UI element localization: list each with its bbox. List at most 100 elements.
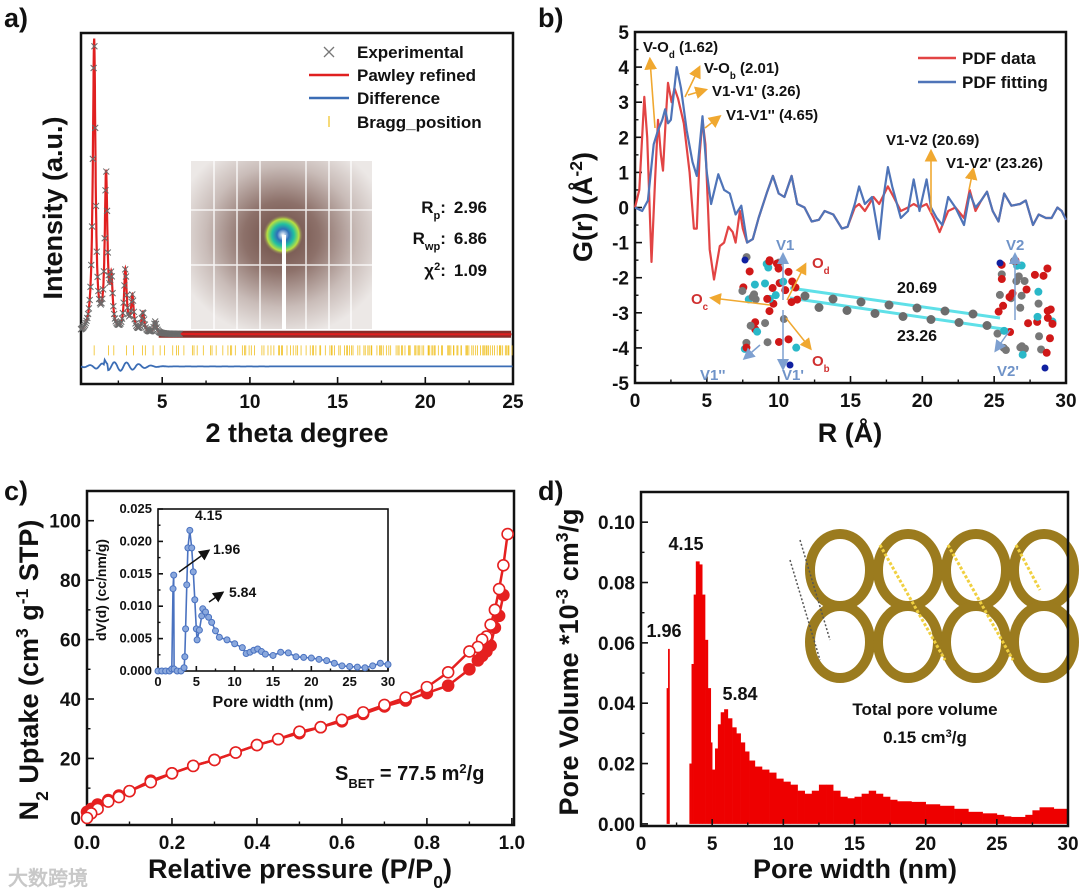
carbon-atom: [884, 300, 894, 310]
framework-linker: [1014, 544, 1042, 591]
pdf-fitting-line: [634, 66, 1067, 244]
y-axis-title-part: cm: [554, 542, 584, 589]
histogram-bar: [712, 769, 716, 824]
legend-label: Pawley refined: [357, 66, 476, 85]
oxygen-arrow: [709, 293, 771, 306]
y-axis-title-part: STP): [14, 520, 44, 589]
y-tick-label: -2: [612, 269, 629, 290]
inset-psd-point: [223, 636, 231, 644]
inset-psd-point: [238, 644, 246, 652]
x-tick-label: 0: [630, 391, 641, 412]
atom: [787, 298, 796, 307]
atom: [761, 319, 770, 328]
carbon-atom: [800, 291, 810, 301]
histogram-bar: [854, 796, 862, 824]
desorption-point: [497, 558, 510, 572]
vanadium-label: V1': [782, 367, 804, 384]
histogram-bar: [783, 781, 791, 824]
peak-annotation: V-Ob (2.01): [704, 60, 779, 82]
atom: [742, 343, 751, 352]
framework-ring: [805, 529, 875, 611]
framework-ring: [805, 601, 875, 683]
y-axis-title: G(r) (Å-2): [566, 152, 598, 262]
atom: [1016, 303, 1025, 312]
adsorption-point: [463, 662, 476, 676]
oxygen-label-part: c: [703, 302, 709, 313]
histogram-bar: [691, 663, 694, 824]
total-pore-volume-value-part: 0.15 cm: [883, 728, 945, 747]
peak-annotation-part: V1-V1'' (4.65): [726, 107, 818, 124]
inset-psd-point: [261, 650, 269, 658]
oxygen-label: Od: [812, 255, 830, 277]
y-axis-title-part: -2: [566, 161, 586, 177]
x-tick-label: 20: [304, 674, 318, 689]
x-tick-label: 0: [154, 674, 161, 689]
atom: [1035, 332, 1044, 341]
desorption-point: [186, 759, 200, 773]
histogram-bar: [761, 769, 770, 824]
carbon-atom: [940, 306, 950, 316]
desorption-point: [335, 713, 349, 727]
histogram-bar: [707, 688, 712, 824]
carbon-atom: [842, 306, 852, 315]
desorption-point: [293, 725, 306, 738]
histogram-bar: [811, 790, 820, 824]
histogram-bar: [818, 784, 827, 824]
experimental-point: [95, 287, 102, 295]
inset-psd-point: [183, 581, 191, 589]
atom: [784, 335, 793, 344]
histogram-bar: [939, 805, 955, 824]
experimental-point: [176, 330, 184, 338]
panel-label-b: b): [538, 3, 563, 33]
atom: [745, 267, 754, 276]
inset-psd-point: [330, 659, 338, 667]
desorption-point: [123, 784, 136, 798]
stat-symbol: χ: [424, 261, 434, 280]
desorption-point: [250, 738, 264, 752]
peak-annotation-part: b: [730, 71, 736, 82]
stat-value: 2.96: [454, 198, 487, 217]
desorption-point: [208, 753, 221, 767]
carbon-atom: [912, 303, 922, 313]
peak-annotation: V-Od (1.62): [643, 39, 718, 61]
framework-linker: [799, 539, 831, 641]
peak-annotation: V1-V2' (23.26): [946, 155, 1043, 172]
carbon-atom: [856, 297, 866, 307]
histogram-bar: [695, 561, 700, 824]
histogram-bar: [769, 772, 777, 824]
bet-surface-area-part: S: [335, 763, 348, 785]
histogram-bar: [882, 796, 891, 824]
oxygen-label-part: O: [812, 255, 824, 272]
stat-subscript: p: [433, 210, 440, 222]
annotation-arrow: [178, 549, 211, 573]
stat-subscript: 2: [434, 261, 440, 273]
plot-frame: [79, 31, 515, 386]
atom: [1020, 276, 1029, 285]
y-tick-label: 0.000: [119, 663, 152, 678]
x-axis-title: R (Å): [818, 417, 882, 448]
y-tick-label: 0.010: [119, 598, 152, 613]
histogram-bar: [702, 594, 706, 824]
legend-experimental-icon: [323, 46, 335, 58]
histogram-bar: [744, 751, 750, 824]
x-tick-label: 0.0: [74, 833, 100, 854]
y-tick-label: 0.08: [598, 574, 635, 595]
inset-psd-point: [202, 608, 210, 616]
x-tick-label: 30: [1057, 834, 1078, 855]
framework-structure-image: [789, 529, 1079, 683]
stat-value: 1.09: [454, 261, 487, 280]
x-tick-label: 25: [342, 674, 356, 689]
atom: [761, 279, 770, 288]
nitrogen-atom: [1041, 364, 1049, 372]
annotation-arrow: [208, 591, 225, 603]
y-tick-label: 5: [618, 23, 629, 44]
atom: [1043, 264, 1052, 273]
carbon-atom: [898, 312, 908, 321]
x-tick-label: 15: [327, 392, 349, 413]
y-axis-title-part: g: [14, 604, 44, 628]
nitrogen-atom: [741, 256, 749, 264]
experimental-point: [90, 64, 97, 72]
atom: [1045, 334, 1054, 343]
atom: [1048, 319, 1057, 328]
desorption-point: [441, 665, 455, 679]
